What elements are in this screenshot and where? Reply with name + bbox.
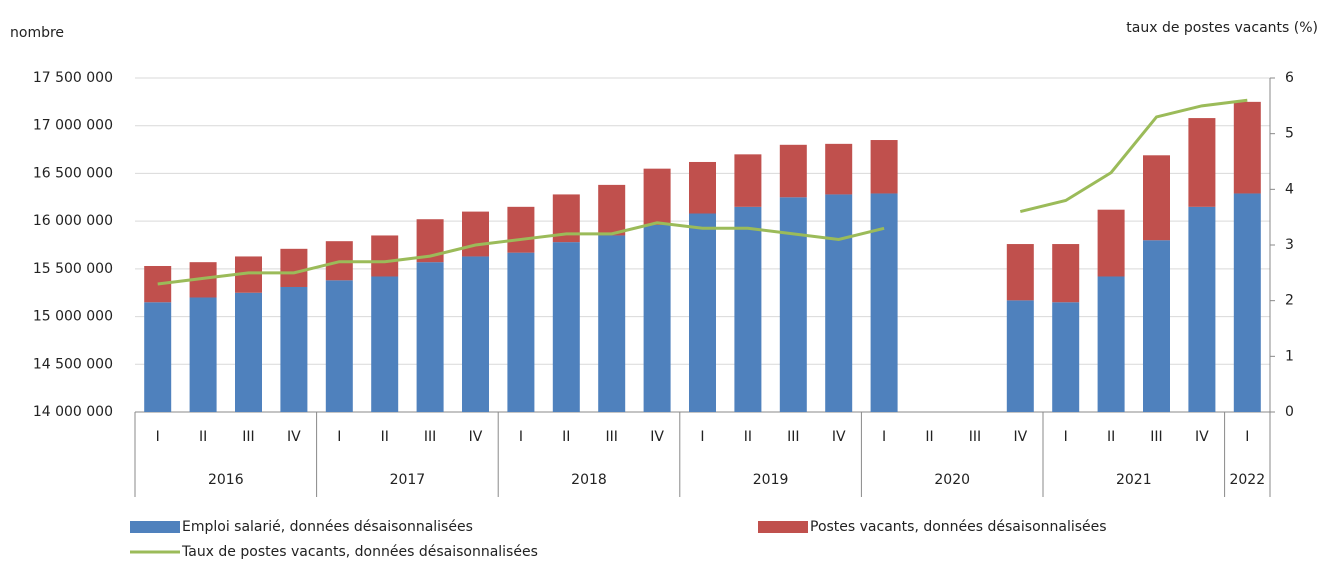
line-series xyxy=(157,98,1248,286)
bar-segment xyxy=(1188,118,1216,207)
y2-tick-label: 0 xyxy=(1285,404,1294,420)
x-tick-label: I xyxy=(700,429,704,445)
legend-swatch xyxy=(130,521,180,533)
bar-segment xyxy=(1006,244,1034,301)
y-tick-label: 15 000 000 xyxy=(33,309,113,325)
bar-segment xyxy=(598,235,626,412)
group-label: 2017 xyxy=(390,472,426,488)
y2-tick-label: 3 xyxy=(1285,237,1294,253)
bar-segment xyxy=(462,256,489,412)
bar-segment xyxy=(1052,244,1080,303)
y2-tick-label: 1 xyxy=(1285,348,1294,364)
bar-segment xyxy=(825,143,853,195)
bar-segment xyxy=(734,206,762,412)
group-label: 2016 xyxy=(208,472,244,488)
group-label: 2021 xyxy=(1116,472,1152,488)
bar-segment xyxy=(1143,155,1170,241)
y2-tick-label: 2 xyxy=(1285,293,1294,309)
legend-label: Taux de postes vacants, données désaison… xyxy=(181,544,538,560)
legend-label: Postes vacants, données désaisonnalisées xyxy=(810,519,1107,535)
x-tick-label: IV xyxy=(832,429,846,445)
y-tick-label: 16 000 000 xyxy=(33,213,113,229)
bar-segment xyxy=(462,211,489,257)
x-tick-label: I xyxy=(156,429,160,445)
bar-segment xyxy=(507,252,535,412)
x-tick-label: II xyxy=(744,429,752,445)
group-label: 2019 xyxy=(753,472,789,488)
bar-segment xyxy=(371,235,399,277)
bar-segment xyxy=(1052,302,1080,412)
x-tick-label: II xyxy=(199,429,207,445)
bar-segment xyxy=(552,242,580,412)
x-tick-label: IV xyxy=(469,429,483,445)
x-tick-label: II xyxy=(381,429,389,445)
x-tick-label: III xyxy=(606,429,618,445)
group-label: 2018 xyxy=(571,472,607,488)
bar-segment xyxy=(689,161,716,214)
bar-segment xyxy=(235,292,262,412)
x-tick-label: IV xyxy=(1013,429,1027,445)
x-tick-label: I xyxy=(337,429,341,445)
bar-segment xyxy=(779,144,807,198)
x-tick-label: III xyxy=(969,429,981,445)
x-tick-label: I xyxy=(1245,429,1249,445)
y-axis-label: nombre xyxy=(10,25,64,41)
bar-segment xyxy=(1233,193,1261,412)
legend-swatch xyxy=(758,521,808,533)
y-tick-label: 17 000 000 xyxy=(33,118,113,134)
group-label: 2022 xyxy=(1229,472,1265,488)
x-tick-label: IV xyxy=(1195,429,1209,445)
bar-segment xyxy=(1097,276,1125,412)
bar-segment xyxy=(734,154,762,207)
x-tick-label: II xyxy=(925,429,933,445)
bar-segment xyxy=(1097,209,1125,277)
group-label: 2020 xyxy=(934,472,970,488)
bar-segment xyxy=(779,197,807,412)
x-tick-label: IV xyxy=(287,429,301,445)
x-tick-label: II xyxy=(1107,429,1115,445)
x-tick-label: II xyxy=(562,429,570,445)
y-tick-label: 14 000 000 xyxy=(33,404,113,420)
y2-tick-label: 6 xyxy=(1285,70,1294,86)
x-tick-label: III xyxy=(424,429,436,445)
x-tick-label: I xyxy=(1064,429,1068,445)
y-tick-label: 17 500 000 xyxy=(33,70,113,86)
bar-segment xyxy=(1233,101,1261,194)
bar-segment xyxy=(1188,206,1216,412)
bar-segment xyxy=(325,280,353,412)
bar-segment xyxy=(1006,300,1034,412)
bar-segment xyxy=(1143,240,1170,412)
y2-tick-label: 4 xyxy=(1285,181,1294,197)
legend-label: Emploi salarié, données désaisonnalisées xyxy=(182,519,473,535)
x-tick-label: I xyxy=(519,429,523,445)
bar-segment xyxy=(144,302,172,412)
bar-segment xyxy=(643,168,671,225)
bar-segment xyxy=(371,276,399,412)
bar-segment xyxy=(280,248,308,287)
bar-segment xyxy=(416,262,444,412)
y-tick-label: 15 500 000 xyxy=(33,261,113,277)
bar-segment xyxy=(643,224,671,412)
x-tick-label: I xyxy=(882,429,886,445)
x-tick-label: III xyxy=(787,429,799,445)
bar-segment xyxy=(870,193,898,412)
y-tick-label: 14 500 000 xyxy=(33,356,113,372)
y-tick-label: 16 500 000 xyxy=(33,165,113,181)
bar-segment xyxy=(280,286,308,412)
x-tick-label: III xyxy=(242,429,254,445)
bar-segment xyxy=(507,206,535,253)
y2-tick-label: 5 xyxy=(1285,126,1294,142)
y2-axis-label: taux de postes vacants (%) xyxy=(1126,20,1318,36)
x-tick-label: III xyxy=(1150,429,1162,445)
bar-segment xyxy=(689,213,716,412)
bar-segment xyxy=(598,184,626,236)
bar-segment xyxy=(870,140,898,194)
bar-segment xyxy=(189,297,217,412)
x-tick-label: IV xyxy=(650,429,664,445)
bar-segment xyxy=(825,194,853,412)
